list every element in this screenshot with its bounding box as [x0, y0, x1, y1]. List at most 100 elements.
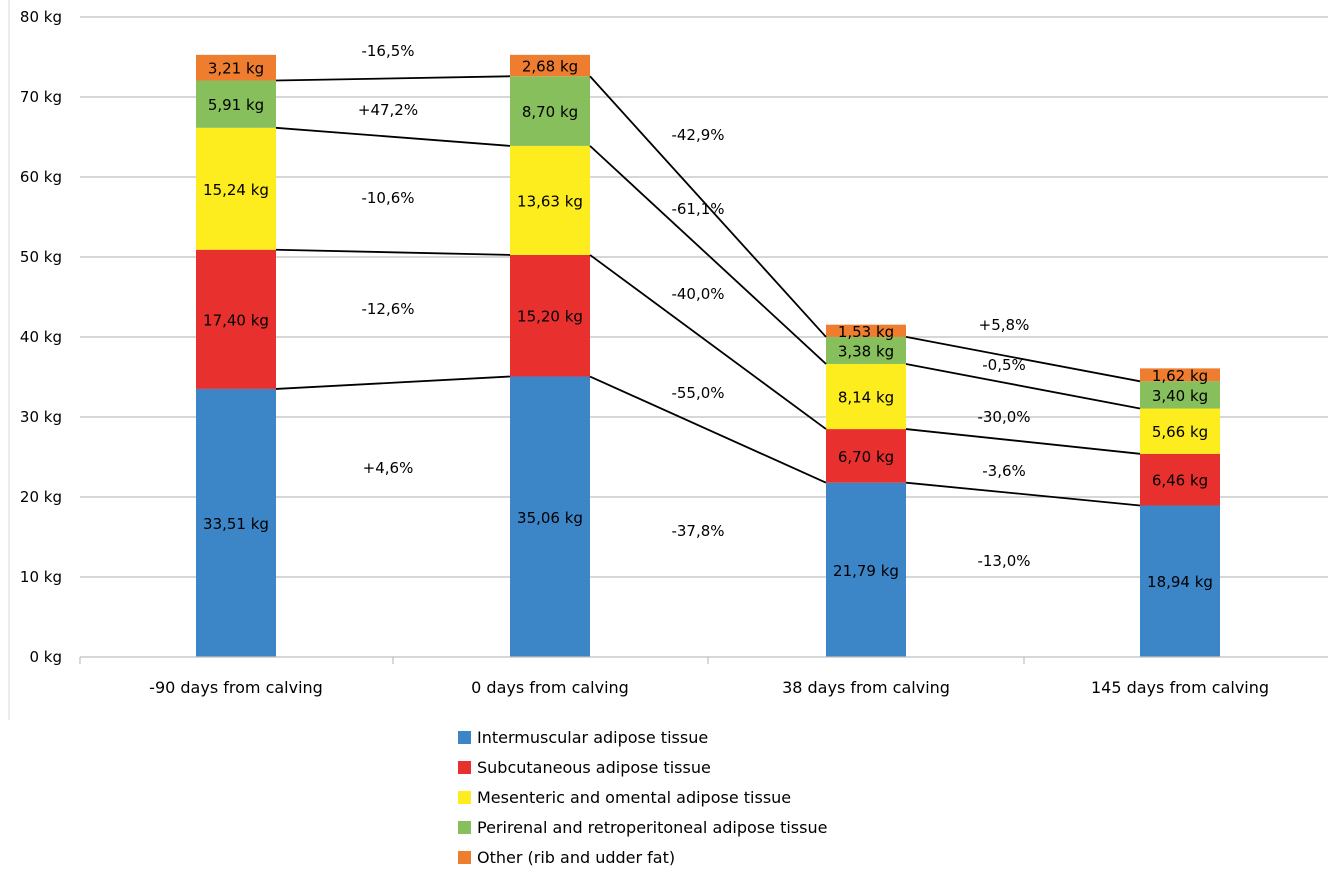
percent-change-label: -30,0%: [977, 408, 1030, 426]
x-category-label: 0 days from calving: [471, 678, 629, 697]
legend-item: Intermuscular adipose tissue: [458, 722, 827, 752]
legend-swatch: [458, 850, 471, 864]
segment-label: 2,68 kg: [522, 58, 578, 76]
percent-change-label: +47,2%: [358, 101, 418, 119]
percent-change-label: -55,0%: [671, 384, 724, 402]
segment-label: 33,51 kg: [203, 515, 269, 533]
y-tick-label: 80 kg: [20, 8, 62, 26]
percent-change-label: -40,0%: [671, 285, 724, 303]
gridlines: [80, 16, 1328, 578]
segment-label: 15,20 kg: [517, 308, 583, 326]
percent-change-label: -42,9%: [671, 126, 724, 144]
legend-label: Perirenal and retroperitoneal adipose ti…: [477, 817, 828, 837]
y-tick-label: 30 kg: [20, 408, 62, 426]
bar-segment: [196, 388, 276, 657]
legend-swatch: [458, 730, 471, 744]
segment-label: 6,46 kg: [1152, 472, 1208, 490]
legend-swatch: [458, 790, 471, 804]
connector-line: [589, 145, 827, 365]
connector-line: [275, 126, 511, 147]
legend-item: Perirenal and retroperitoneal adipose ti…: [458, 812, 827, 842]
y-tick-label: 20 kg: [20, 488, 62, 506]
segment-label: 35,06 kg: [517, 509, 583, 527]
bar-segment: [510, 76, 590, 146]
segment-label: 21,79 kg: [833, 562, 899, 580]
legend-swatch: [458, 760, 471, 774]
segment-label: 15,24 kg: [203, 181, 269, 199]
legend-label: Other (rib and udder fat): [477, 847, 676, 867]
segment-label: 1,53 kg: [838, 323, 894, 341]
segment-label: 3,38 kg: [838, 342, 894, 360]
connector-line: [275, 248, 511, 256]
connector-line: [589, 75, 827, 338]
segment-label: 8,14 kg: [838, 389, 894, 407]
percent-change-label: +4,6%: [363, 459, 414, 477]
bar-segment: [826, 324, 906, 337]
bar-segment: [196, 80, 276, 128]
y-tick-label: 10 kg: [20, 568, 62, 586]
percent-change-label: -61,1%: [671, 200, 724, 218]
stacked-bar-chart: 0 kg 10 kg 20 kg 30 kg 40 kg 50 kg 60 kg 70 kg 8…: [8, 0, 1328, 720]
bar-segment: [196, 249, 276, 389]
bar-segment: [1140, 381, 1220, 409]
segment-label: 5,91 kg: [208, 96, 264, 114]
bar-segment: [826, 336, 906, 364]
connector-line: [905, 428, 1141, 455]
connector-line: [275, 75, 511, 82]
percent-change-label: -0,5%: [982, 356, 1026, 374]
percent-change-label: -16,5%: [361, 42, 414, 60]
legend-item: Subcutaneous adipose tissue: [458, 752, 827, 782]
bar-segment: [510, 54, 590, 77]
y-tick-label: 70 kg: [20, 88, 62, 106]
legend-item: Other (rib and udder fat): [458, 842, 827, 872]
connector-line: [905, 481, 1141, 507]
legend-item: Mesenteric and omental adipose tissue: [458, 782, 827, 812]
connector-line: [275, 375, 511, 390]
connector-line: [905, 336, 1141, 383]
legend-label: Intermuscular adipose tissue: [477, 727, 709, 747]
legend: Intermuscular adipose tissue Subcutaneous…: [458, 722, 827, 872]
segment-label: 18,94 kg: [1147, 573, 1213, 591]
bar-segment: [1140, 408, 1220, 454]
legend-swatch: [458, 820, 471, 834]
percent-change-label: -3,6%: [982, 462, 1026, 480]
percent-change-label: -37,8%: [671, 522, 724, 540]
y-tick-label: 60 kg: [20, 168, 62, 186]
y-tick-label: 0 kg: [29, 648, 62, 666]
y-axis-tick-labels: 0 kg 10 kg 20 kg 30 kg 40 kg 50 kg 60 kg 70 kg 8…: [20, 8, 62, 666]
legend-label: Mesenteric and omental adipose tissue: [477, 787, 792, 807]
bar-segment: [196, 54, 276, 81]
percent-change-labels: +4,6% -12,6% -10,6% +47,2% -16,5% -37,8% -55,0…: [358, 42, 1031, 570]
segment-label: 17,40 kg: [203, 311, 269, 329]
segment-label: 3,40 kg: [1152, 387, 1208, 405]
segment-label: 3,21 kg: [208, 60, 264, 78]
x-axis: -90 days from calving 0 days from calving…: [79, 656, 1328, 697]
bars: [196, 54, 1220, 657]
segment-label: 8,70 kg: [522, 103, 578, 121]
bar-segment: [826, 482, 906, 657]
bar-segment: [1140, 505, 1220, 657]
x-category-label: -90 days from calving: [149, 678, 323, 697]
percent-change-label: +5,8%: [979, 316, 1030, 334]
y-tick-label: 40 kg: [20, 328, 62, 346]
percent-change-label: -10,6%: [361, 189, 414, 207]
percent-change-label: -13,0%: [977, 552, 1030, 570]
x-category-label: 145 days from calving: [1091, 678, 1269, 697]
segment-label: 5,66 kg: [1152, 423, 1208, 441]
bar-segment: [510, 254, 590, 377]
connector-line: [589, 375, 827, 484]
segment-value-labels: 33,51 kg 17,40 kg 15,24 kg 5,91 kg 3,21 kg 35…: [203, 58, 1213, 592]
y-tick-label: 50 kg: [20, 248, 62, 266]
bar-segment: [510, 376, 590, 657]
legend-label: Subcutaneous adipose tissue: [477, 757, 711, 777]
connector-line: [589, 254, 827, 430]
bar-segment: [1140, 453, 1220, 506]
bar-segment: [1140, 368, 1220, 382]
percent-change-label: -12,6%: [361, 300, 414, 318]
connector-lines: [275, 75, 1141, 507]
segment-label: 6,70 kg: [838, 448, 894, 466]
x-category-label: 38 days from calving: [782, 678, 950, 697]
bar-segment: [196, 127, 276, 250]
bar-segment: [510, 145, 590, 255]
segment-label: 13,63 kg: [517, 192, 583, 210]
